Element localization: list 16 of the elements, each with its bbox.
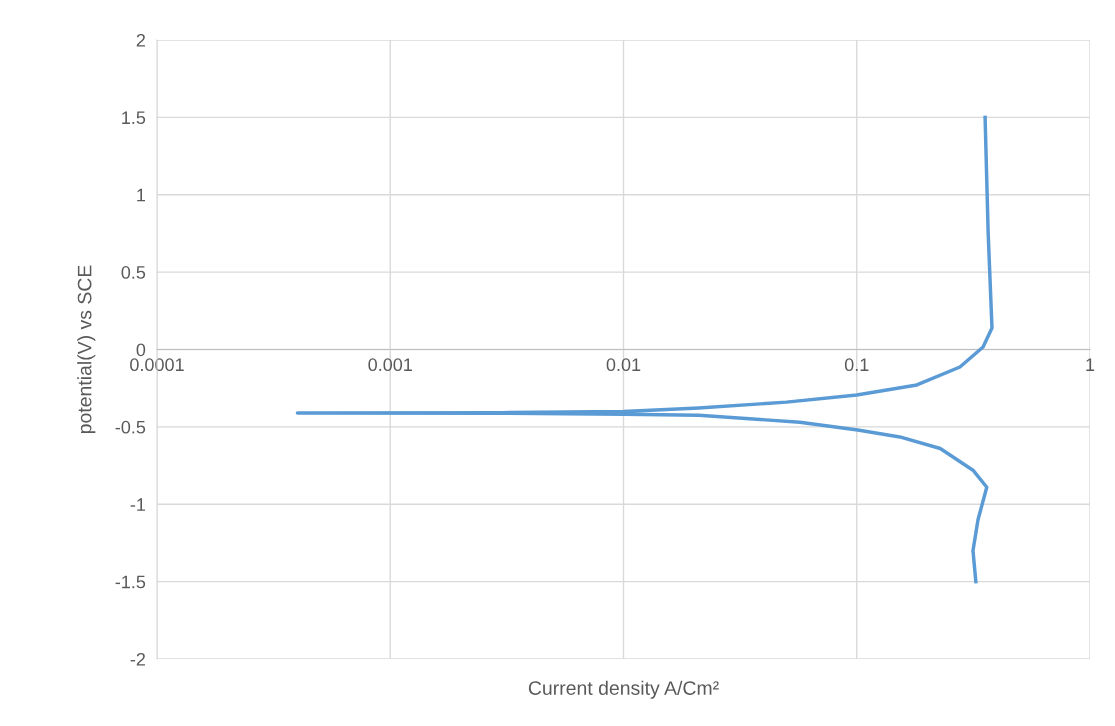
x-tick-label: 1 <box>1086 358 1095 371</box>
y-tick-label: -1 <box>130 498 146 511</box>
x-tick-label: 0.1 <box>844 358 869 372</box>
x-tick-label: 0.001 <box>368 358 412 372</box>
y-tick-label: 1 <box>137 188 146 202</box>
y-axis-title: potential(V) vs SCE <box>77 265 96 434</box>
x-axis-title: Current density A/Cm² <box>528 680 719 699</box>
y-tick-label: 2 <box>136 33 145 47</box>
y-tick-label: 1.5 <box>122 111 146 125</box>
x-tick-label: 0.01 <box>606 358 641 372</box>
x-tick-label: 0.0001 <box>130 358 184 372</box>
y-tick-label: -0.5 <box>115 420 146 434</box>
y-tick-label: -2 <box>130 652 145 666</box>
y-tick-label: 0.5 <box>121 266 146 279</box>
y-tick-label: -1.5 <box>115 575 146 589</box>
y-tick-label: 0 <box>136 343 146 357</box>
